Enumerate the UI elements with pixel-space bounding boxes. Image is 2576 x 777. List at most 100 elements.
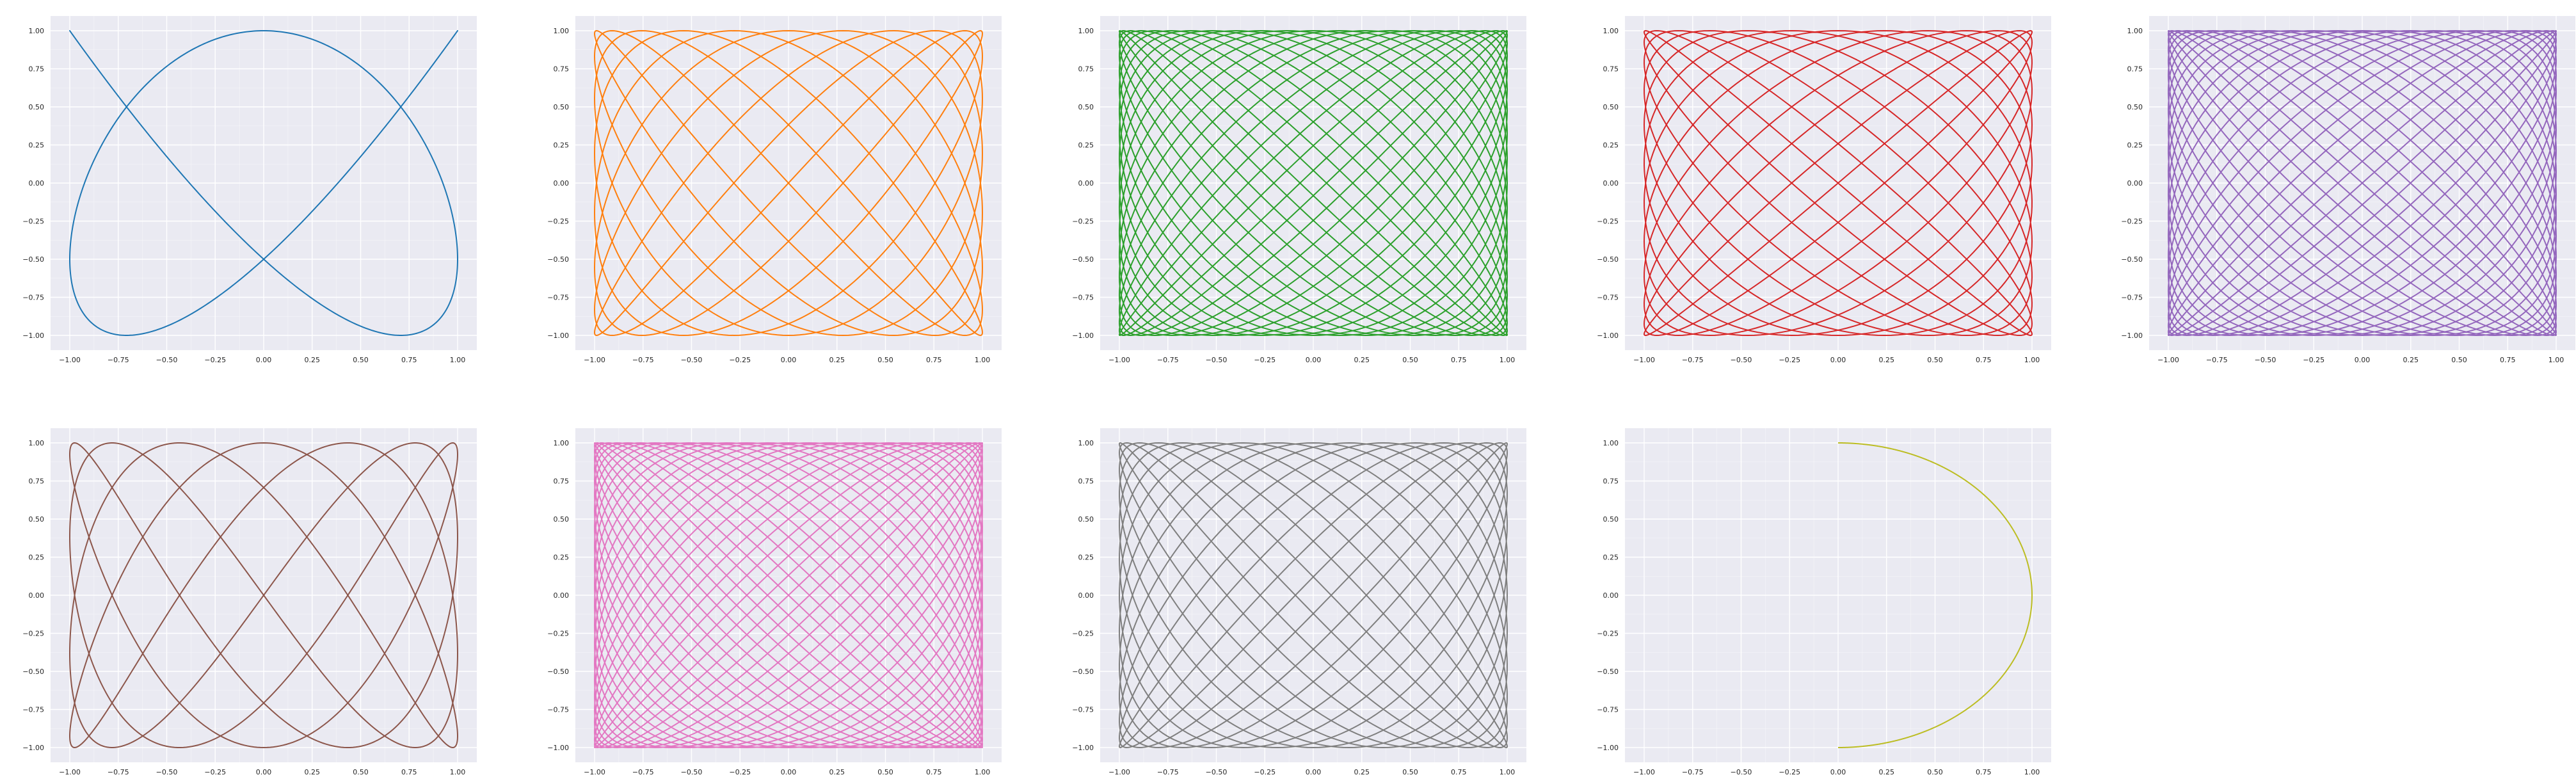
x-tick-labels: −1.00 −0.75 −0.50 −0.25 0.00 0.25 0.50 0.75 1.00 bbox=[1108, 356, 1515, 364]
y-tick-labels: 1.00 0.75 0.50 0.25 0.00 −0.25 −0.50 −0.75 −1.00 bbox=[547, 27, 569, 340]
x-tick-label: 0.00 bbox=[1830, 356, 1846, 364]
subplot-8: −1.00 −0.75 −0.50 −0.25 0.00 0.25 0.50 0.75 1.00… bbox=[1072, 428, 1526, 776]
y-tick-label: −0.50 bbox=[1597, 255, 1619, 264]
x-tick-label: 0.00 bbox=[781, 356, 797, 364]
x-tick-label: 1.00 bbox=[2024, 768, 2040, 776]
y-tick-label: −0.50 bbox=[1072, 668, 1094, 676]
x-tick-label: 0.25 bbox=[1354, 356, 1370, 364]
x-tick-labels: −1.00 −0.75 −0.50 −0.25 0.00 0.25 0.50 0.75 1.00 bbox=[584, 768, 990, 776]
x-tick-label: −0.75 bbox=[2206, 356, 2228, 364]
y-tick-label: 1.00 bbox=[29, 439, 45, 447]
y-tick-label: 0.75 bbox=[29, 477, 45, 486]
x-tick-label: 1.00 bbox=[2024, 356, 2040, 364]
series-line-1 bbox=[1837, 442, 2033, 748]
y-tick-label: 0.00 bbox=[29, 179, 45, 188]
x-tick-label: −0.25 bbox=[729, 356, 751, 364]
x-tick-label: 0.75 bbox=[1451, 356, 1467, 364]
x-tick-label: −0.75 bbox=[1682, 356, 1704, 364]
x-tick-labels: −1.00 −0.75 −0.50 −0.25 0.00 0.25 0.50 0.75 1.00 bbox=[1633, 356, 2040, 364]
x-tick-label: 0.50 bbox=[353, 356, 369, 364]
x-tick-label: 1.00 bbox=[2548, 356, 2564, 364]
subplot-9: −1.00 −0.75 −0.50 −0.25 0.00 0.25 0.50 0.75 1.00… bbox=[1597, 428, 2051, 776]
subplot-2: −1.00 −0.75 −0.50 −0.25 0.00 0.25 0.50 0.75 1.00… bbox=[547, 16, 1002, 364]
y-tick-label: −0.25 bbox=[2121, 218, 2143, 226]
x-tick-label: −0.75 bbox=[108, 356, 129, 364]
x-tick-label: 0.75 bbox=[1976, 768, 1992, 776]
y-tick-label: 0.00 bbox=[1078, 591, 1094, 600]
x-tick-label: −0.50 bbox=[1206, 768, 1228, 776]
x-tick-label: 0.25 bbox=[1879, 768, 1895, 776]
y-tick-label: 0.25 bbox=[1603, 554, 1619, 562]
x-tick-label: 0.75 bbox=[401, 768, 417, 776]
y-tick-label: −1.00 bbox=[1072, 744, 1094, 752]
x-tick-label: −1.00 bbox=[584, 356, 605, 364]
y-tick-label: −0.25 bbox=[547, 218, 569, 226]
y-tick-label: −1.00 bbox=[1597, 332, 1619, 340]
x-tick-label: 0.00 bbox=[1306, 356, 1322, 364]
y-tick-label: 0.75 bbox=[2127, 65, 2143, 74]
x-tick-label: 0.75 bbox=[2500, 356, 2516, 364]
y-tick-label: −0.75 bbox=[1597, 706, 1619, 714]
x-tick-label: 1.00 bbox=[450, 768, 466, 776]
y-tick-label: 0.25 bbox=[1078, 141, 1094, 150]
y-tick-label: 0.75 bbox=[554, 65, 570, 74]
y-tick-label: 0.00 bbox=[1078, 179, 1094, 188]
x-tick-label: 1.00 bbox=[975, 356, 991, 364]
grid-lines bbox=[51, 16, 477, 350]
x-tick-label: 0.75 bbox=[926, 768, 942, 776]
y-tick-label: −0.75 bbox=[1072, 294, 1094, 302]
y-tick-label: 1.00 bbox=[1603, 27, 1619, 35]
series-line-1 bbox=[1644, 30, 2033, 336]
x-tick-label: 0.00 bbox=[1830, 768, 1846, 776]
y-tick-labels: 1.00 0.75 0.50 0.25 0.00 −0.25 −0.50 −0.75 −1.00 bbox=[1597, 27, 1619, 340]
x-tick-label: 1.00 bbox=[975, 768, 991, 776]
x-tick-label: 0.25 bbox=[829, 768, 845, 776]
x-tick-labels: −1.00 −0.75 −0.50 −0.25 0.00 0.25 0.50 0.75 1.00 bbox=[1633, 768, 2040, 776]
y-tick-labels: 1.00 0.75 0.50 0.25 0.00 −0.25 −0.50 −0.75 −1.00 bbox=[2121, 27, 2143, 340]
y-tick-label: −0.75 bbox=[22, 706, 44, 714]
y-tick-labels: 1.00 0.75 0.50 0.25 0.00 −0.25 −0.50 −0.75 −1.00 bbox=[1072, 439, 1094, 752]
subplot-4: −1.00 −0.75 −0.50 −0.25 0.00 0.25 0.50 0.75 1.00… bbox=[1597, 16, 2051, 364]
y-tick-label: 0.50 bbox=[1603, 103, 1619, 111]
y-tick-label: −1.00 bbox=[547, 332, 569, 340]
y-tick-label: 0.25 bbox=[1603, 141, 1619, 150]
x-tick-label: 0.25 bbox=[305, 356, 321, 364]
series-line-1 bbox=[2168, 30, 2557, 336]
y-tick-label: −0.50 bbox=[547, 668, 569, 676]
y-tick-label: 0.50 bbox=[554, 103, 570, 111]
y-tick-label: 1.00 bbox=[554, 439, 570, 447]
grid-lines bbox=[1625, 428, 2051, 762]
y-tick-label: 0.75 bbox=[1603, 477, 1619, 486]
x-tick-label: 0.50 bbox=[1927, 768, 1943, 776]
x-tick-labels: −1.00 −0.75 −0.50 −0.25 0.00 0.25 0.50 0.75 1.00 bbox=[59, 768, 465, 776]
y-tick-labels: 1.00 0.75 0.50 0.25 0.00 −0.25 −0.50 −0.75 −1.00 bbox=[22, 27, 44, 340]
y-tick-labels: 1.00 0.75 0.50 0.25 0.00 −0.25 −0.50 −0.75 −1.00 bbox=[22, 439, 44, 752]
x-tick-label: −0.75 bbox=[1157, 768, 1179, 776]
x-tick-label: 0.00 bbox=[1306, 768, 1322, 776]
y-tick-label: −0.50 bbox=[22, 255, 44, 264]
x-tick-label: −0.50 bbox=[1731, 356, 1752, 364]
y-tick-label: 1.00 bbox=[29, 27, 45, 35]
x-tick-label: 1.00 bbox=[1500, 768, 1516, 776]
y-tick-label: −0.50 bbox=[2121, 255, 2143, 264]
y-tick-label: 0.25 bbox=[1078, 554, 1094, 562]
x-tick-label: −1.00 bbox=[1633, 356, 1655, 364]
y-tick-label: 0.75 bbox=[1078, 65, 1094, 74]
y-tick-label: 0.50 bbox=[29, 515, 45, 524]
y-tick-label: 1.00 bbox=[1078, 439, 1094, 447]
subplot-7: −1.00 −0.75 −0.50 −0.25 0.00 0.25 0.50 0.75 1.00… bbox=[547, 428, 1002, 776]
x-tick-label: 0.75 bbox=[1451, 768, 1467, 776]
y-tick-labels: 1.00 0.75 0.50 0.25 0.00 −0.25 −0.50 −0.75 −1.00 bbox=[547, 439, 569, 752]
y-tick-label: −0.75 bbox=[547, 294, 569, 302]
x-tick-label: −1.00 bbox=[1633, 768, 1655, 776]
y-tick-label: −1.00 bbox=[22, 332, 44, 340]
y-tick-label: −0.25 bbox=[1072, 630, 1094, 638]
y-tick-label: 0.00 bbox=[29, 591, 45, 600]
y-tick-label: −0.25 bbox=[22, 218, 44, 226]
x-tick-label: 0.50 bbox=[1402, 356, 1418, 364]
y-tick-label: 0.50 bbox=[1078, 515, 1094, 524]
x-tick-label: −0.25 bbox=[1254, 768, 1276, 776]
x-tick-label: −0.75 bbox=[632, 356, 654, 364]
y-tick-label: 0.50 bbox=[1603, 515, 1619, 524]
y-tick-label: −0.75 bbox=[1597, 294, 1619, 302]
